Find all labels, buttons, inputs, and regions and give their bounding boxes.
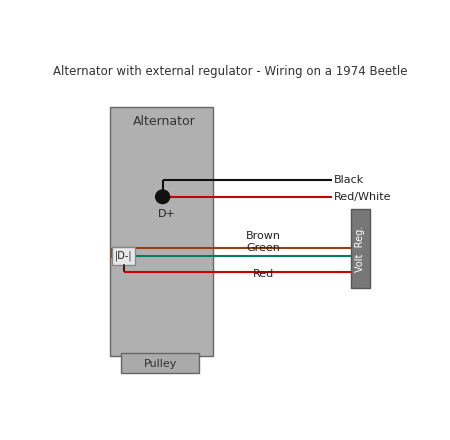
Text: D+: D+ (158, 209, 176, 219)
Bar (121, 353, 199, 373)
Text: Green: Green (247, 243, 281, 253)
Text: Alternator with external regulator - Wiring on a 1974 Beetle: Alternator with external regulator - Wir… (54, 65, 408, 77)
Bar (351, 209, 370, 288)
Text: Alternator: Alternator (133, 115, 196, 128)
Text: Brown: Brown (246, 231, 281, 241)
Text: Volt  Reg.: Volt Reg. (356, 226, 365, 272)
Text: Pulley: Pulley (144, 359, 178, 369)
Text: |D-|: |D-| (115, 251, 132, 261)
Circle shape (156, 190, 170, 204)
Text: Black: Black (333, 175, 364, 185)
Text: Red/White: Red/White (333, 192, 391, 202)
Bar (112, 246, 135, 265)
Text: Red: Red (253, 269, 274, 279)
Bar (110, 107, 213, 356)
